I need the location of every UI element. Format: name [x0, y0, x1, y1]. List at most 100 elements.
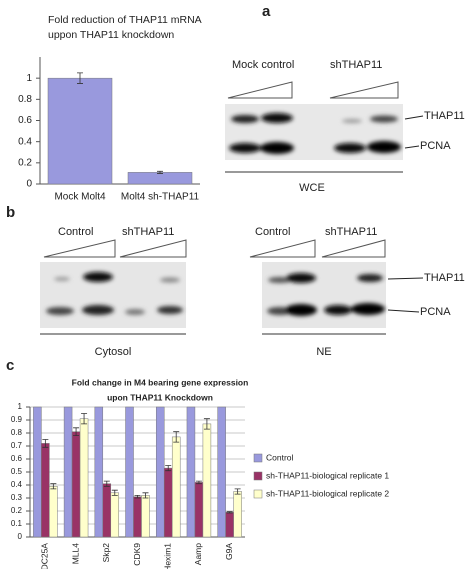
y-tick-label: 1: [18, 402, 23, 411]
fraction-label: NE: [316, 346, 331, 358]
legend-label: sh-THAP11-biological replicate 2: [266, 488, 389, 498]
bar: [110, 492, 120, 538]
bar: [225, 512, 234, 538]
lane-label: shTHAP11: [122, 226, 174, 238]
bar: [71, 431, 81, 538]
bar: [49, 486, 58, 538]
bar: [163, 467, 173, 538]
arrow: [404, 145, 420, 149]
gradient-triangle: [321, 239, 386, 258]
gradient-triangle: [249, 239, 316, 258]
x-tick-label: G9A: [224, 543, 234, 560]
error-bar: [134, 495, 141, 499]
error-bar: [165, 465, 172, 472]
x-tick-label: Aamp: [193, 543, 203, 565]
bar: [186, 406, 196, 538]
arrow: [387, 309, 420, 313]
lane-label: Control: [255, 226, 290, 238]
y-tick-label: 0.2: [11, 506, 23, 515]
y-tick-label: 0: [18, 532, 23, 541]
bar: [94, 406, 104, 538]
blot-b: Control shTHAP11 Control shTHAP11 TH: [40, 226, 465, 358]
x-tick-label: Mock Molt4: [54, 192, 106, 203]
error-bar: [203, 418, 210, 430]
bar: [47, 77, 113, 185]
error-bar: [50, 483, 57, 490]
bar: [41, 443, 50, 538]
x-tick-label: Hexim1: [162, 543, 172, 569]
error-bar: [111, 489, 118, 496]
lane-label: shTHAP11: [325, 226, 377, 238]
error-bar: [195, 480, 202, 485]
x-tick-label: Molt4 sh-THAP11: [121, 192, 200, 203]
y-tick-label: 0.9: [11, 415, 23, 424]
error-bar: [81, 413, 88, 425]
lane-label: shTHAP11: [330, 59, 382, 71]
x-tick-label: CDC25A: [40, 543, 50, 569]
error-bar: [42, 439, 49, 448]
bar: [79, 418, 89, 538]
chart-title: uppon THAP11 knockdown: [48, 29, 174, 41]
y-tick-label: 0.6: [11, 454, 23, 463]
band-label: THAP11: [424, 110, 465, 122]
bar: [141, 495, 150, 538]
bands: [46, 272, 385, 316]
y-tick-label: 0: [26, 179, 32, 190]
x-tick-label: Skp2: [101, 543, 111, 563]
bar: [217, 406, 226, 538]
y-tick-label: 0.8: [11, 428, 23, 437]
blot-a: Mock control shTHAP11 THAP11 PCNA WCE: [225, 59, 465, 194]
blot-membrane: [40, 262, 186, 328]
chart-title: Fold change in M4 bearing gene expressio…: [72, 377, 249, 387]
fraction-label: WCE: [299, 182, 325, 194]
legend-label: sh-THAP11-biological replicate 1: [266, 470, 389, 480]
bar: [171, 436, 181, 538]
chart-title: upon THAP11 Knockdown: [107, 392, 213, 402]
bar: [125, 406, 134, 538]
y-tick-label: 0.5: [11, 467, 23, 476]
band-label: THAP11: [424, 272, 465, 284]
y-tick-label: 0.7: [11, 441, 23, 450]
y-tick-label: 0.1: [11, 519, 23, 528]
x-tick-label: CDK9: [132, 543, 142, 566]
blot-membrane: [262, 262, 386, 328]
bar: [102, 483, 112, 538]
y-tick-label: 0.6: [18, 115, 32, 126]
gradient-triangle: [119, 239, 187, 258]
bar: [233, 491, 242, 538]
gradient-triangle: [227, 81, 293, 99]
x-tick-label: MLL4: [70, 543, 80, 565]
error-bar: [226, 511, 233, 514]
arrow: [404, 115, 424, 120]
band-label: PCNA: [420, 306, 451, 318]
panel-label: b: [6, 204, 15, 221]
gradient-triangle: [43, 239, 116, 258]
y-tick-label: 0.3: [11, 493, 23, 502]
y-tick-label: 0.8: [18, 94, 32, 105]
y-tick-label: 0.4: [18, 136, 32, 147]
bar: [127, 172, 193, 185]
fraction-label: Cytosol: [95, 346, 132, 358]
error-bar: [173, 431, 180, 443]
legend-label: Control: [266, 452, 294, 462]
legend-swatch: [253, 489, 263, 499]
bar: [202, 423, 212, 538]
legend-swatch: [253, 453, 263, 463]
bar: [133, 496, 142, 538]
error-bar: [73, 427, 80, 436]
bands: [229, 113, 401, 154]
error-bar: [157, 170, 163, 174]
y-tick-label: 1: [26, 73, 32, 84]
bar: [155, 406, 165, 538]
gradient-triangle: [329, 81, 399, 99]
panel-label: a: [262, 3, 271, 20]
panel-label: c: [6, 357, 14, 374]
y-tick-label: 0.2: [18, 157, 32, 168]
y-tick-label: 0.4: [11, 480, 23, 489]
legend-swatch: [253, 471, 263, 481]
lane-label: Mock control: [232, 59, 294, 71]
error-bar: [142, 492, 149, 499]
bar: [194, 482, 204, 538]
error-bar: [77, 72, 83, 84]
chart-title: Fold reduction of THAP11 mRNA: [48, 14, 202, 26]
